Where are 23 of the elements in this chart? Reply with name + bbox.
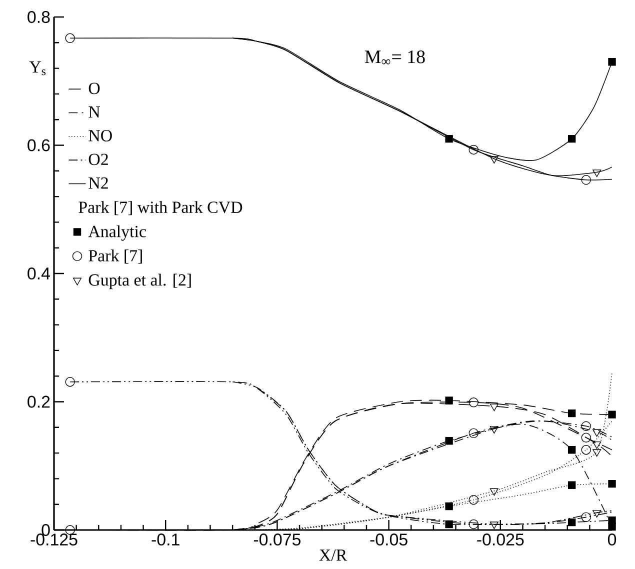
y-tick-label: 0.6 bbox=[28, 139, 50, 152]
x-tick-label: -0.075 bbox=[254, 534, 300, 546]
legend-label: N2 bbox=[88, 177, 108, 189]
y-tick-label: 0.4 bbox=[28, 268, 50, 280]
legend-label: NO bbox=[88, 130, 112, 142]
y-axis-title: Y$_{s}$ bbox=[29, 61, 46, 76]
x-tick-label: -0.1 bbox=[152, 534, 180, 546]
y-tick-label: 0 bbox=[42, 524, 50, 536]
y-tick-label: 0.8 bbox=[28, 11, 50, 23]
x-tick-label: 0 bbox=[608, 534, 616, 546]
legend-label: O2 bbox=[88, 154, 108, 166]
legend-title: Park [7] with Park CVD bbox=[78, 201, 242, 216]
x-tick-label: -0.05 bbox=[370, 534, 408, 546]
x-tick-label: -0.025 bbox=[477, 534, 524, 546]
legend-label: N bbox=[88, 106, 100, 118]
legend-label: Gupta et al. [2] bbox=[88, 274, 191, 290]
legend-label: O bbox=[88, 82, 100, 94]
y-tick-label: 0.2 bbox=[28, 396, 50, 408]
x-tick-label: -0.125 bbox=[30, 534, 78, 546]
legend-label: Park [7] bbox=[88, 250, 142, 264]
annotation: M$_{∞}$= 18 bbox=[364, 50, 425, 64]
x-axis-title: X/R bbox=[319, 550, 348, 561]
legend-label: Analytic bbox=[88, 225, 146, 241]
